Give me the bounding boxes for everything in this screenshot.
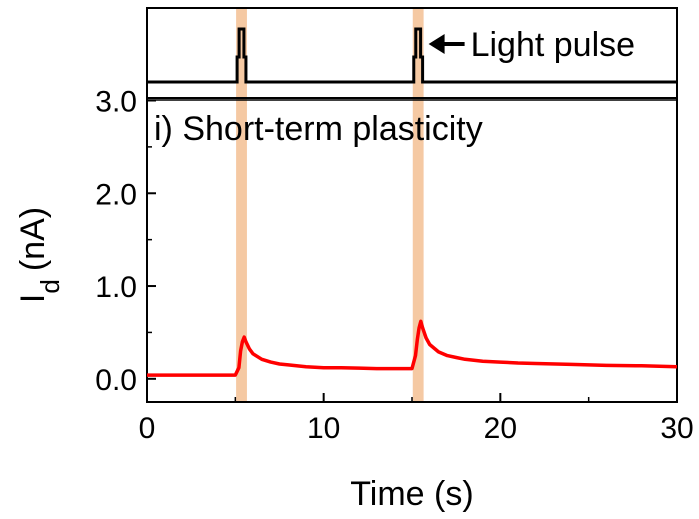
- y-axis-label-sub: d: [35, 279, 65, 293]
- y-tick-label-1: 1.0: [95, 271, 137, 304]
- pulse-arrow: [428, 34, 465, 54]
- x-tick-label-20: 20: [484, 412, 517, 445]
- y-axis-label-unit: (nA): [14, 207, 52, 271]
- series-line: [147, 319, 678, 377]
- arrow-head: [428, 34, 445, 54]
- x-axis-ticks: 0 10 20 30: [139, 393, 694, 445]
- x-tick-label-0: 0: [139, 412, 156, 445]
- light-pulse-label: Light pulse: [471, 26, 635, 64]
- light-pulse-bands: [236, 8, 424, 402]
- light-pulse-band-2: [412, 8, 424, 402]
- light-pulse-trace: [147, 27, 677, 84]
- light-pulse-band-1: [236, 8, 247, 402]
- y-axis-ticks: 0.0 1.0 2.0 3.0: [95, 86, 156, 397]
- x-tick-label-10: 10: [307, 412, 340, 445]
- y-tick-label-3: 3.0: [95, 86, 137, 119]
- y-axis-label: Id (nA): [14, 207, 65, 303]
- panel-label: i) Short-term plasticity: [154, 110, 483, 148]
- x-axis-label: Time (s): [350, 475, 473, 513]
- y-tick-label-2: 2.0: [95, 178, 137, 211]
- y-tick-label-0: 0.0: [95, 364, 137, 397]
- x-tick-label-30: 30: [660, 412, 693, 445]
- y-axis-label-main: I: [14, 294, 52, 303]
